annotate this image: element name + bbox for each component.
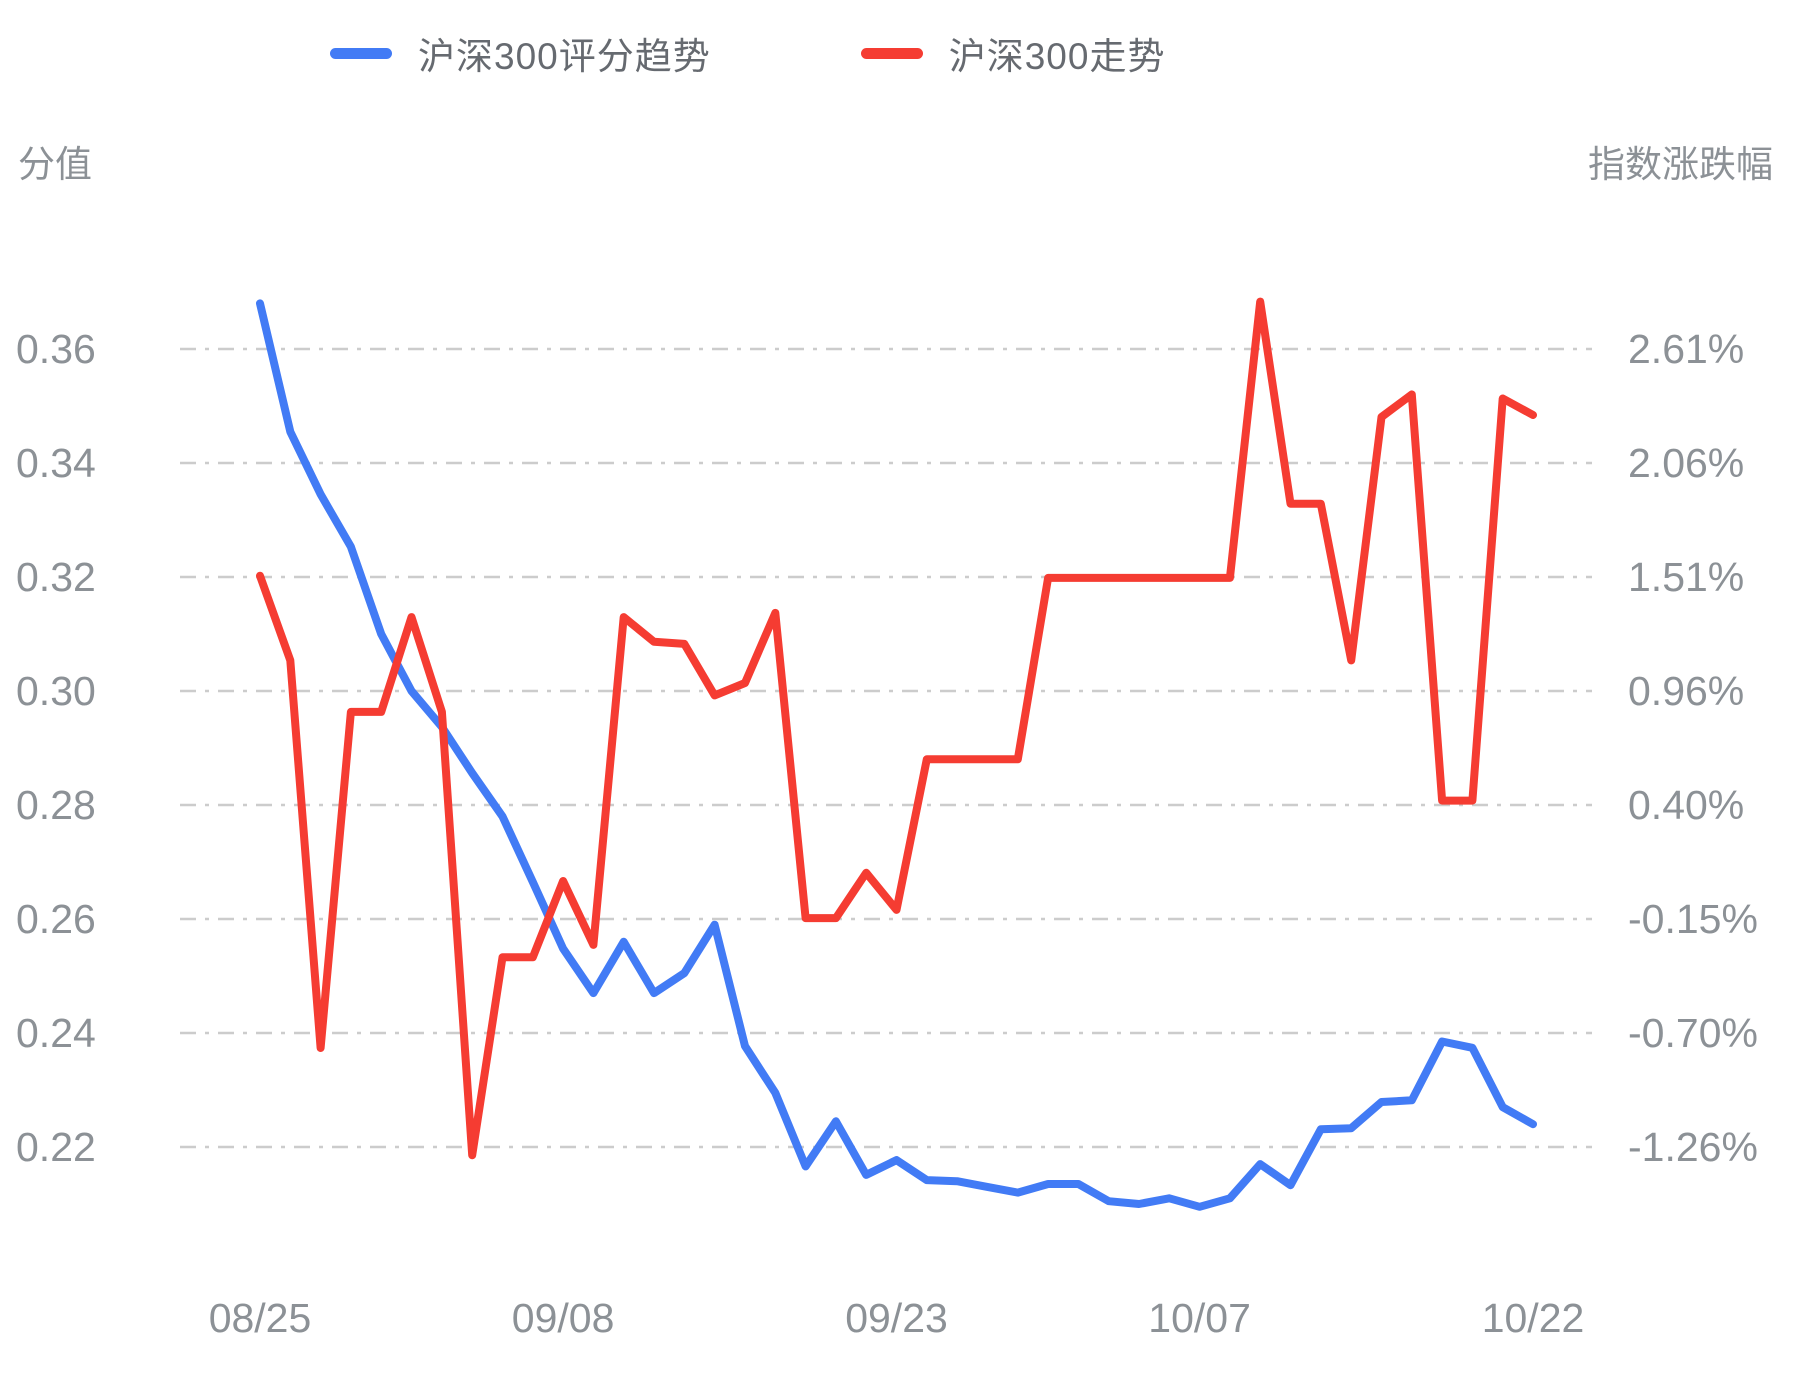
x-axis-tick: 10/22 [1482, 1295, 1585, 1341]
y-axis-right-tick: -1.26% [1628, 1124, 1758, 1170]
series-line-left [256, 299, 1537, 1211]
gridlines [180, 347, 1592, 1149]
y-axis-left-ticks: 0.36 0.34 0.32 0.30 0.28 0.26 0.24 0.22 [16, 326, 96, 1170]
line-marker-icon [860, 47, 923, 59]
y-axis-right-tick: 0.40% [1628, 782, 1744, 828]
y-axis-right-tick: -0.70% [1628, 1010, 1758, 1056]
y-axis-right-tick: 2.06% [1628, 440, 1744, 486]
x-axis-tick: 10/07 [1148, 1295, 1251, 1341]
line-marker-icon [330, 47, 392, 59]
y-axis-left-tick: 0.22 [16, 1124, 96, 1170]
x-axis-ticks: 08/25 09/08 09/23 10/07 10/22 [209, 1295, 1585, 1341]
series-line-right [256, 297, 1537, 1160]
y-axis-right-ticks: 2.61% 2.06% 1.51% 0.96% 0.40% -0.15% -0.70% -1.… [1628, 326, 1758, 1170]
y-axis-right-tick: 2.61% [1628, 326, 1744, 372]
legend: 沪深300评分趋势 沪深300走势 [330, 26, 1165, 80]
x-axis-tick: 08/25 [209, 1295, 312, 1341]
y-axis-right-tick: -0.15% [1628, 896, 1758, 942]
y-axis-right-tick: 0.96% [1628, 668, 1744, 714]
y-axis-left-tick: 0.34 [16, 440, 96, 486]
y-axis-left-tick: 0.30 [16, 668, 96, 714]
y-axis-right-tick: 1.51% [1628, 554, 1744, 600]
y-axis-left-tick: 0.32 [16, 554, 96, 600]
y-axis-left-tick: 0.26 [16, 896, 96, 942]
y-axis-left-tick: 0.36 [16, 326, 96, 372]
series-lines [256, 297, 1537, 1211]
legend-item-score-trend[interactable]: 沪深300评分趋势 [330, 26, 711, 80]
right-axis-title: 指数涨跌幅 [1588, 144, 1773, 185]
x-axis-tick: 09/23 [845, 1295, 948, 1341]
left-axis-title: 分值 [18, 144, 92, 185]
y-axis-left-tick: 0.24 [16, 1010, 96, 1056]
legend-label: 沪深300评分趋势 [418, 36, 711, 77]
x-axis-tick: 09/08 [512, 1295, 615, 1341]
y-axis-left-tick: 0.28 [16, 782, 96, 828]
legend-label: 沪深300走势 [948, 36, 1166, 77]
legend-item-index-trend[interactable]: 沪深300走势 [860, 26, 1166, 80]
